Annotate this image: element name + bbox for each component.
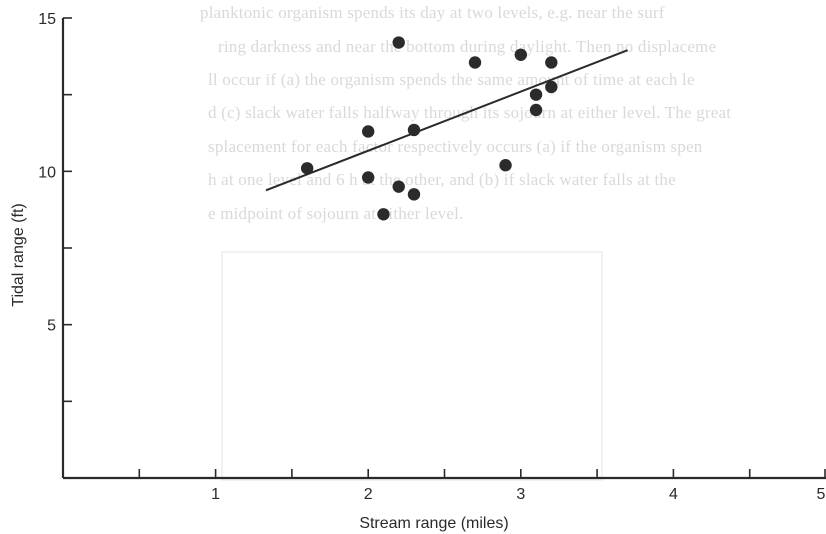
x-axis-title: Stream range (miles) [359, 515, 508, 532]
data-point-10 [514, 48, 527, 61]
trend-line [265, 49, 628, 192]
data-point-8 [468, 56, 482, 69]
x-ticks [138, 469, 826, 478]
data-point-7 [407, 188, 421, 201]
data-point-0 [300, 162, 314, 175]
data-point-4 [392, 36, 405, 49]
data-points [300, 36, 558, 221]
x-tick-labels: 1 2 3 4 5 [211, 486, 825, 503]
axes [61, 18, 826, 480]
y-tick-labels: 5 10 15 [38, 11, 56, 335]
x-tick-label: 4 [669, 486, 678, 503]
data-point-5 [392, 180, 405, 193]
x-tick-label: 3 [516, 486, 525, 503]
data-point-13 [545, 56, 558, 69]
show-through-frame [221, 251, 603, 481]
data-point-3 [377, 208, 390, 221]
data-point-6 [407, 123, 421, 137]
x-tick-label: 1 [211, 486, 220, 503]
data-point-14 [545, 80, 558, 94]
y-ticks [63, 17, 72, 403]
x-tick-label: 5 [817, 486, 826, 503]
y-axis-title: Tidal range (ft) [10, 203, 27, 306]
y-tick-label: 10 [38, 164, 56, 181]
x-tick-label: 2 [364, 486, 373, 503]
data-point-11 [529, 88, 543, 101]
y-tick-label: 5 [47, 318, 56, 335]
y-tick-label: 15 [38, 11, 56, 28]
data-point-1 [362, 125, 375, 138]
data-point-2 [362, 171, 375, 184]
data-point-9 [499, 159, 512, 172]
data-point-12 [529, 103, 543, 117]
